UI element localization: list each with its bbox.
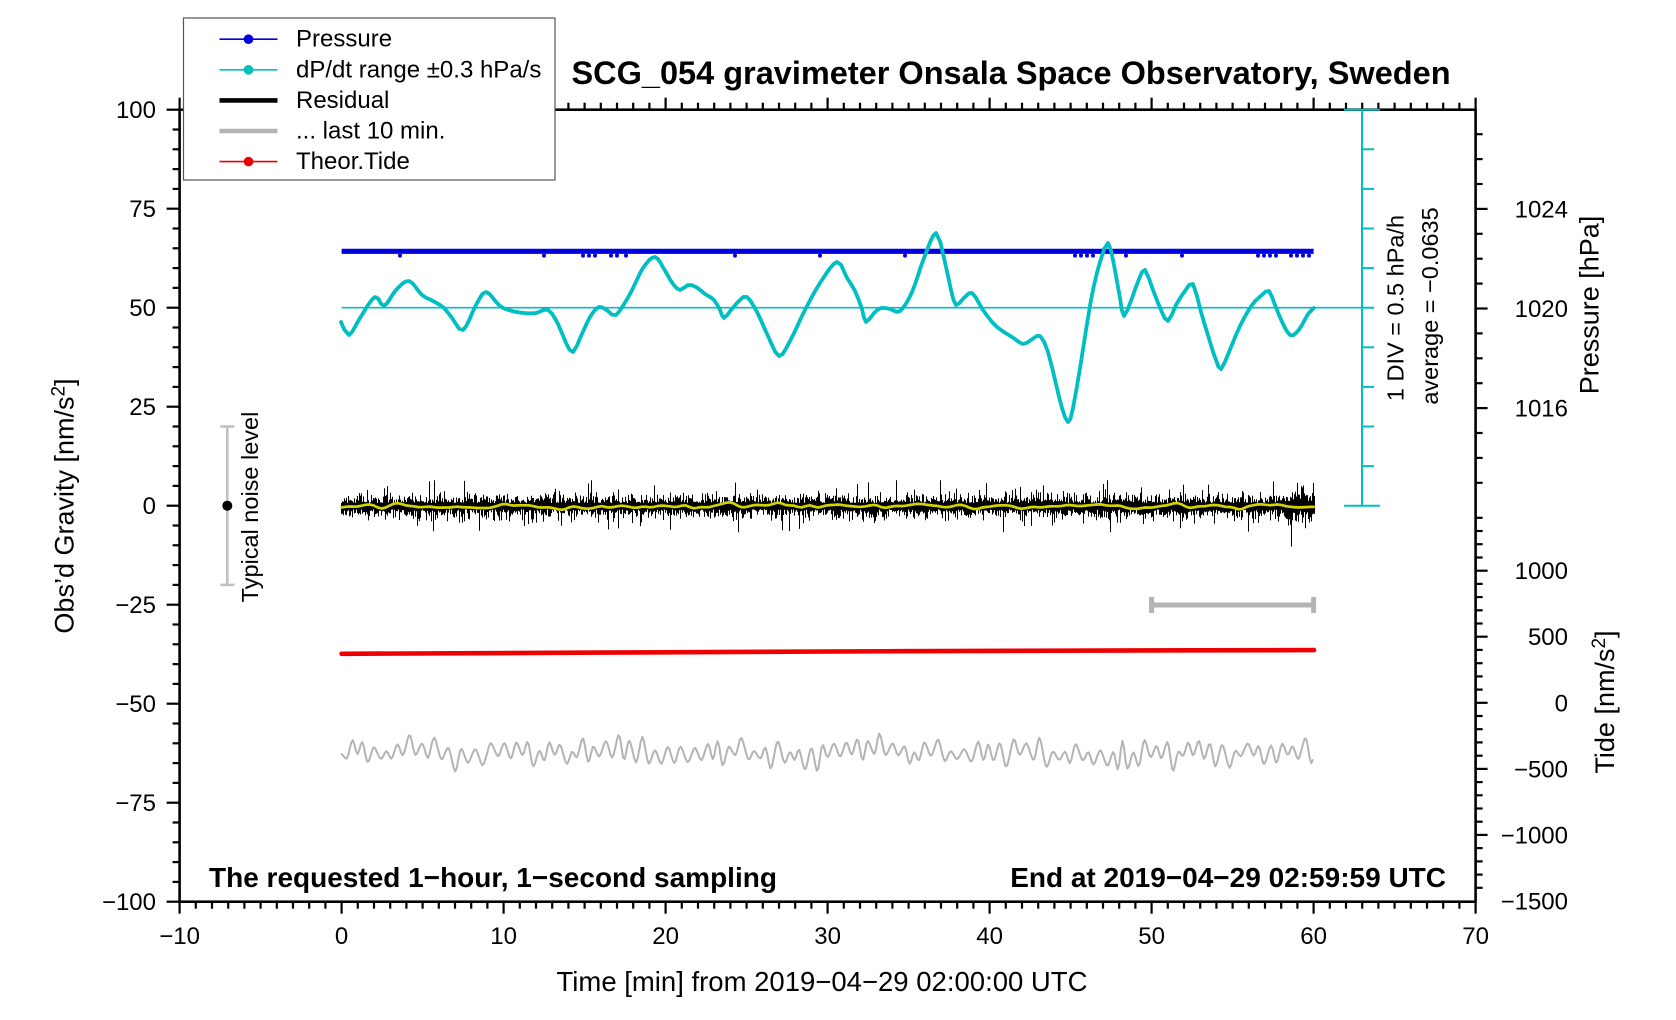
svg-text:70: 70	[1462, 923, 1489, 950]
svg-text:−10: −10	[159, 923, 200, 950]
svg-text:average = −0.0635: average = −0.0635	[1417, 207, 1443, 404]
svg-text:SCG_054 gravimeter Onsala Spac: SCG_054 gravimeter Onsala Space Observat…	[571, 55, 1450, 91]
svg-text:30: 30	[814, 923, 841, 950]
svg-text:1016: 1016	[1515, 396, 1568, 423]
svg-text:1020: 1020	[1515, 296, 1568, 323]
svg-text:−75: −75	[115, 790, 156, 817]
svg-text:75: 75	[129, 196, 156, 223]
svg-text:100: 100	[116, 97, 156, 124]
svg-text:1 DIV = 0.5 hPa/h: 1 DIV = 0.5 hPa/h	[1383, 215, 1409, 401]
svg-text:40: 40	[976, 923, 1003, 950]
svg-text:−500: −500	[1514, 756, 1568, 783]
svg-text:50: 50	[1138, 923, 1165, 950]
svg-text:1024: 1024	[1515, 196, 1568, 223]
svg-text:−1000: −1000	[1501, 822, 1568, 849]
svg-text:1000: 1000	[1515, 558, 1568, 585]
svg-text:Pressure: Pressure	[296, 26, 392, 53]
svg-text:500: 500	[1528, 624, 1568, 651]
svg-text:−1500: −1500	[1501, 889, 1568, 916]
svg-text:dP/dt range ±0.3 hPa/s: dP/dt range ±0.3 hPa/s	[296, 56, 541, 83]
svg-text:End at 2019−04−29 02:59:59 UTC: End at 2019−04−29 02:59:59 UTC	[1010, 862, 1446, 893]
svg-text:60: 60	[1300, 923, 1327, 950]
svg-text:50: 50	[129, 295, 156, 322]
svg-text:Residual: Residual	[296, 87, 389, 114]
svg-text:... last 10 min.: ... last 10 min.	[296, 118, 445, 145]
svg-text:Obs’d Gravity [nm/s2]: Obs’d Gravity [nm/s2]	[49, 378, 80, 633]
svg-text:The requested 1−hour, 1−second: The requested 1−hour, 1−second sampling	[209, 862, 777, 893]
svg-text:0: 0	[335, 923, 348, 950]
svg-text:20: 20	[652, 923, 679, 950]
svg-text:0: 0	[1555, 690, 1568, 717]
svg-text:Pressure [hPa]: Pressure [hPa]	[1575, 216, 1605, 395]
svg-text:10: 10	[490, 923, 517, 950]
svg-text:−25: −25	[115, 592, 156, 619]
svg-text:−100: −100	[102, 889, 156, 916]
svg-text:25: 25	[129, 394, 156, 421]
svg-text:Tide [nm/s2]: Tide [nm/s2]	[1589, 630, 1620, 773]
svg-text:Time [min] from 2019−04−29 02:: Time [min] from 2019−04−29 02:00:00 UTC	[557, 966, 1088, 997]
svg-text:−50: −50	[115, 691, 156, 718]
svg-text:Typical noise level: Typical noise level	[237, 412, 263, 603]
svg-text:0: 0	[143, 493, 156, 520]
svg-text:Theor.Tide: Theor.Tide	[296, 148, 410, 175]
